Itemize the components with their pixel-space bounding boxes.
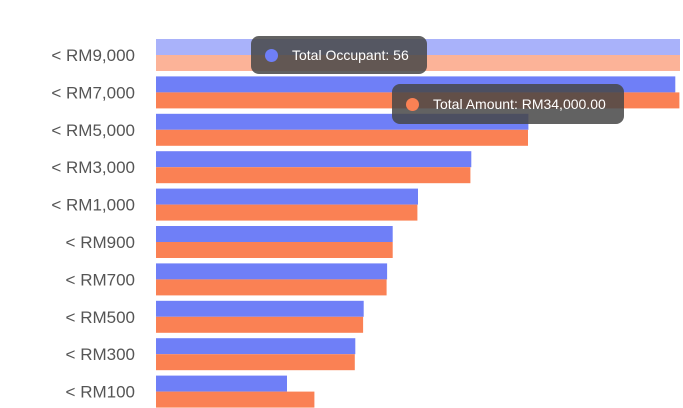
bar-amount-8[interactable] xyxy=(156,354,355,371)
y-tick-label-8: < RM300 xyxy=(66,345,135,364)
y-tick-label-2: < RM5,000 xyxy=(51,121,135,140)
tooltip-occupant-label: Total Occupant: 56 xyxy=(292,47,409,63)
bar-occupant-6[interactable] xyxy=(156,263,388,280)
y-tick-label-0: < RM9,000 xyxy=(51,46,135,65)
y-tick-label-6: < RM700 xyxy=(66,270,135,289)
y-tick-label-5: < RM900 xyxy=(66,233,135,252)
bar-amount-7[interactable] xyxy=(156,316,364,333)
tooltip-amount-label: Total Amount: RM34,000.00 xyxy=(433,96,606,112)
bar-amount-3[interactable] xyxy=(156,167,471,184)
tooltip-occupant-swatch xyxy=(265,48,278,62)
bar-occupant-7[interactable] xyxy=(156,300,364,317)
bar-amount-2[interactable] xyxy=(156,129,528,146)
tooltip-amount-swatch xyxy=(406,97,419,111)
bar-occupant-8[interactable] xyxy=(156,338,356,355)
y-tick-label-9: < RM100 xyxy=(66,383,135,402)
bar-amount-5[interactable] xyxy=(156,242,393,258)
bar-amount-9[interactable] xyxy=(156,391,315,408)
y-tick-label-7: < RM500 xyxy=(66,308,135,327)
tooltip-total-occupant: Total Occupant: 56 xyxy=(251,36,427,74)
bar-occupant-5[interactable] xyxy=(156,226,393,242)
tooltip-total-amount: Total Amount: RM34,000.00 xyxy=(392,84,624,124)
bar-amount-4[interactable] xyxy=(156,204,418,221)
y-tick-label-3: < RM3,000 xyxy=(51,158,135,177)
bar-occupant-9[interactable] xyxy=(156,375,287,392)
y-tick-label-4: < RM1,000 xyxy=(51,196,135,215)
bar-amount-6[interactable] xyxy=(156,279,387,296)
bar-occupant-3[interactable] xyxy=(156,151,472,168)
y-tick-label-1: < RM7,000 xyxy=(51,83,135,102)
bar-occupant-4[interactable] xyxy=(156,188,418,205)
